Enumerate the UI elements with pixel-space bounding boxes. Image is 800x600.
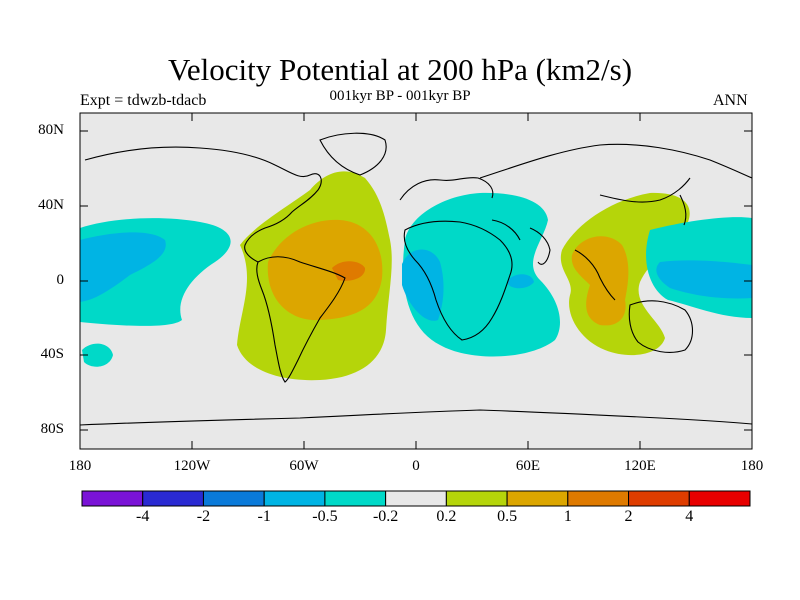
- y-tick-marks: [80, 130, 752, 431]
- y-tick-label: 0: [56, 272, 65, 288]
- map-subtitle: 001kyr BP - 001kyr BP: [329, 88, 471, 104]
- colorbar-label: -0.2: [372, 508, 399, 525]
- colorbar-label: 1: [563, 508, 572, 525]
- x-tick-label: 60E: [515, 458, 541, 474]
- colorbar-swatch: [81, 490, 144, 507]
- colorbar-label: 0.2: [436, 508, 457, 525]
- colorbar-swatch: [263, 490, 326, 507]
- y-tick-label: 40N: [38, 197, 64, 213]
- colorbar: [81, 490, 751, 507]
- y-tick-label: 80N: [38, 122, 64, 138]
- contour-neg-africa-inner: [402, 249, 444, 321]
- x-tick-label: 60W: [289, 458, 319, 474]
- x-tick-label: 120E: [624, 458, 656, 474]
- map-title: Velocity Potential at 200 hPa (km2/s): [167, 52, 633, 87]
- colorbar-swatch: [506, 490, 569, 507]
- colorbar-label: -2: [196, 508, 211, 525]
- season-label: ANN: [713, 92, 748, 109]
- contour-neg-africa-east: [508, 274, 534, 289]
- contour-neg-eastpac-inner: [656, 260, 752, 299]
- contour-neg-south-pac: [82, 343, 113, 367]
- x-tick-label: 120W: [173, 458, 211, 474]
- contour-pos-asia-inner: [571, 236, 629, 326]
- colorbar-swatch: [688, 490, 751, 507]
- colorbar-label: -0.5: [312, 508, 338, 525]
- x-tick-label: 180: [740, 458, 764, 474]
- colorbar-label: -1: [257, 508, 271, 525]
- colorbar-swatch: [202, 490, 265, 507]
- colorbar-swatch: [628, 490, 690, 507]
- experiment-label: Expt = tdwzb-tdacb: [80, 92, 207, 109]
- y-tick-label: 40S: [40, 346, 64, 362]
- colorbar-swatch: [567, 490, 630, 507]
- x-tick-marks: [191, 113, 641, 449]
- colorbar-label: 0.5: [497, 508, 518, 525]
- colorbar-swatch: [142, 490, 204, 507]
- colorbar-swatch: [324, 490, 387, 507]
- colorbar-label: 4: [685, 508, 694, 525]
- x-tick-label: 0: [412, 458, 420, 474]
- colorbar-label: 2: [624, 508, 633, 525]
- colorbar-swatch: [445, 490, 508, 507]
- coastlines: [80, 132, 752, 426]
- y-tick-label: 80S: [40, 421, 64, 437]
- x-tick-label: 180: [68, 458, 92, 474]
- contour-neg-westpac-inner: [80, 232, 166, 302]
- colorbar-label: -4: [136, 508, 150, 525]
- colorbar-swatch: [385, 490, 447, 507]
